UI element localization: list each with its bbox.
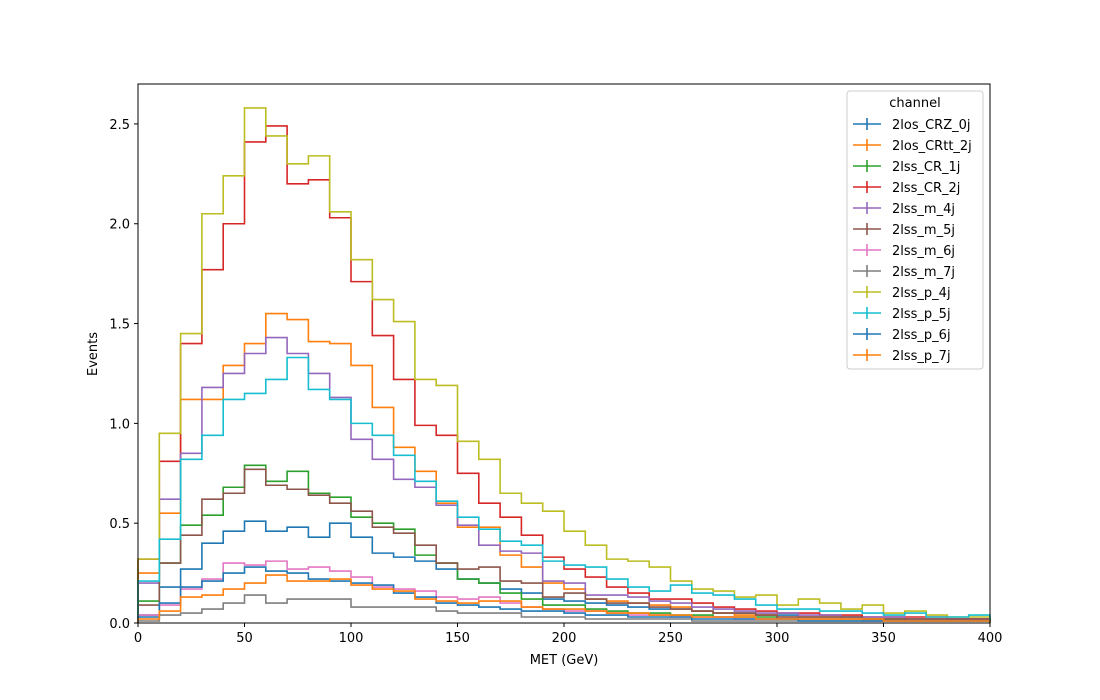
legend-entry: 2lss_p_7j [853,349,951,364]
y-tick-label: 0.5 [109,517,130,532]
legend-label: 2lss_CR_2j [892,181,960,196]
legend-entry: 2lss_m_4j [853,202,955,217]
y-axis-label: Events [86,332,101,376]
legend-entry: 2lss_CR_2j [853,181,960,196]
legend-label: 2lss_CR_1j [892,160,960,175]
x-tick-label: 250 [658,631,683,646]
x-tick-label: 150 [445,631,470,646]
y-tick-label: 2.5 [109,118,130,133]
histogram-series-layer [137,107,991,623]
legend-label: 2lss_m_7j [892,265,955,280]
legend-entry: 2lss_p_5j [853,307,951,322]
x-tick-label: 50 [236,631,253,646]
legend-entry: 2los_CRZ_0j [853,118,971,133]
legend-label: 2lss_m_6j [892,244,955,259]
x-tick-label: 400 [978,631,1003,646]
x-tick-label: 350 [871,631,896,646]
legend-entry: 2los_CRtt_2j [853,139,972,154]
legend-label: 2lss_p_7j [892,349,951,364]
y-axis-ticks: 0.0 0.5 1.0 1.5 2.0 2.5 [109,118,138,632]
legend-label: 2lss_p_6j [892,328,951,343]
legend-entry: 2lss_m_6j [853,244,955,259]
y-tick-label: 0.0 [109,617,130,632]
x-tick-label: 300 [765,631,790,646]
x-axis-label: MET (GeV) [530,653,599,668]
series-line-2lss_p_4j [137,107,991,623]
legend-label: 2lss_p_5j [892,307,951,322]
legend-label: 2lss_p_4j [892,286,951,301]
legend-title: channel [889,96,940,111]
x-axis-ticks: 0 50 100 150 200 250 300 350 400 [134,623,1003,646]
legend-entry: 2lss_p_6j [853,328,951,343]
legend-label: 2lss_m_5j [892,223,955,238]
legend-label: 2lss_m_4j [892,202,955,217]
legend-label: 2los_CRtt_2j [892,139,972,154]
x-tick-label: 200 [552,631,577,646]
legend-entries: 2los_CRZ_0j 2los_CRtt_2j 2lss_CR_1j 2lss_CR… [853,118,972,364]
series-line-2lss_m_5j [137,468,991,623]
series-line-2lss_p_7j [137,574,991,623]
legend-entry: 2lss_p_4j [853,286,951,301]
series-line-2lss_m_4j [137,336,991,623]
legend-entry: 2lss_m_5j [853,223,955,238]
legend: channel 2los_CRZ_0j 2los_CRtt_2j 2lss_CR_1… [846,90,984,370]
series-line-2lss_p_5j [137,356,991,623]
legend-box [846,90,984,370]
x-tick-label: 100 [339,631,364,646]
legend-label: 2los_CRZ_0j [892,118,971,133]
x-tick-label: 0 [134,631,142,646]
y-tick-label: 2.0 [109,218,130,233]
y-tick-label: 1.5 [109,318,130,333]
y-tick-label: 1.0 [109,417,130,432]
legend-entry: 2lss_CR_1j [853,160,960,175]
legend-entry: 2lss_m_7j [853,265,955,280]
